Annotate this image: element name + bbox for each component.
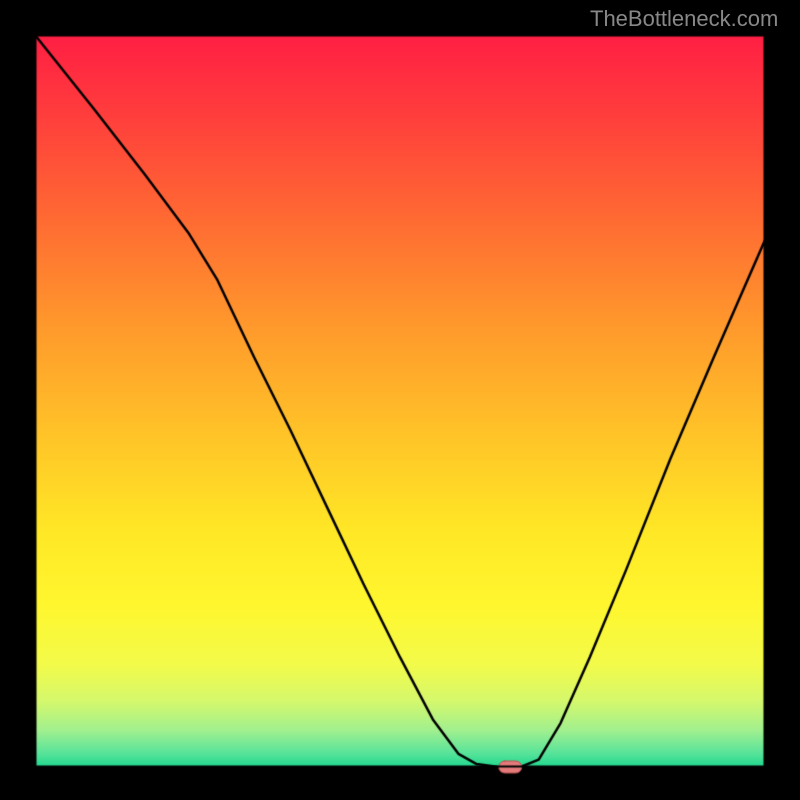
chart-container: TheBottleneck.com: [0, 0, 800, 800]
bottleneck-chart: [0, 0, 800, 800]
